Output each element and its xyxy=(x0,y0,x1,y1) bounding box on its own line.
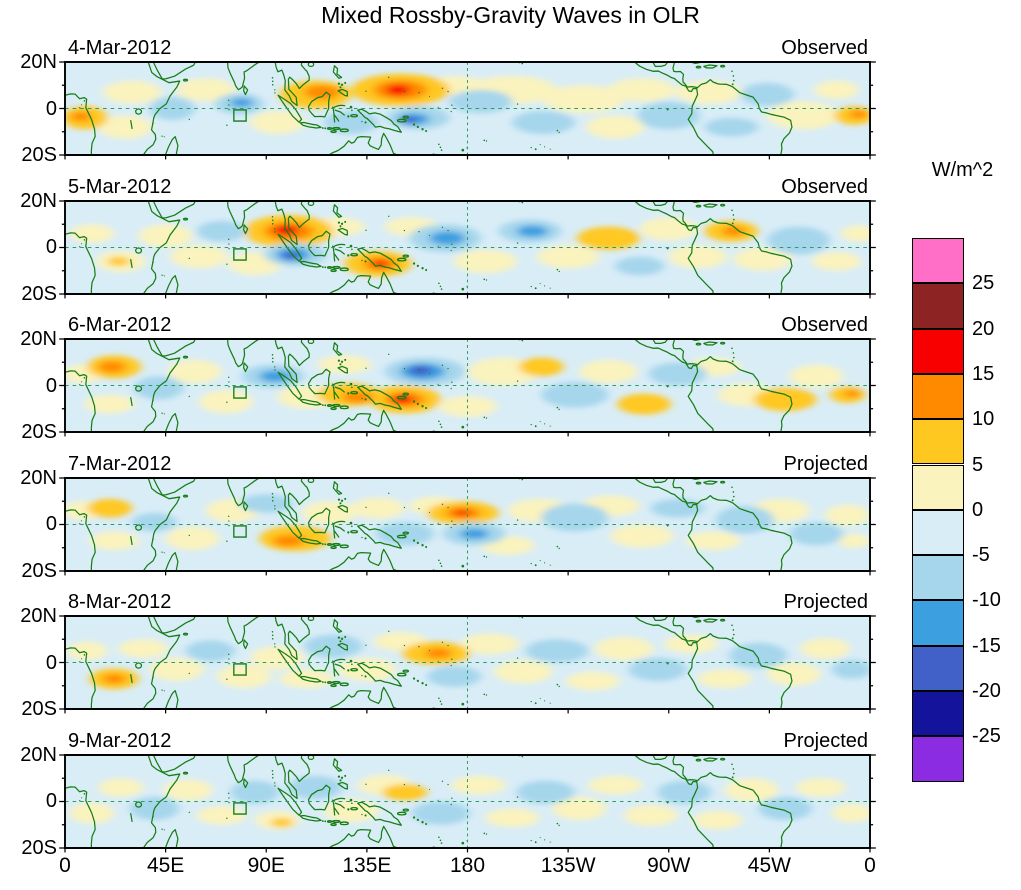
y-tick-label: 0 xyxy=(45,790,57,812)
y-tick-label: 20S xyxy=(21,836,57,859)
colorbar xyxy=(912,238,964,784)
x-tick-label: 135W xyxy=(540,853,596,877)
colorbar-cell-7 xyxy=(912,555,964,601)
panel-source-label: Projected xyxy=(783,729,869,752)
panel-source-label: Observed xyxy=(781,314,868,336)
panel-date-label: 4-Mar-2012 xyxy=(68,37,172,59)
x-tick-label: 180 xyxy=(449,853,486,877)
y-tick-label: 20S xyxy=(21,144,57,166)
x-tick-label: 45W xyxy=(747,853,791,877)
colorbar-cell-11 xyxy=(912,736,964,782)
panel-source-label: Observed xyxy=(781,37,868,59)
map-panel-3 xyxy=(59,338,876,437)
colorbar-cell-0 xyxy=(912,238,964,284)
x-tick-label: 0 xyxy=(59,853,71,877)
colorbar-cell-5 xyxy=(912,464,964,510)
y-tick-label: 20S xyxy=(21,559,57,582)
panel-date-label: 5-Mar-2012 xyxy=(68,175,172,198)
colorbar-cell-9 xyxy=(912,645,964,691)
colorbar-tick-label: -25 xyxy=(972,725,1001,748)
map-panel-6 xyxy=(59,753,876,852)
colorbar-cell-2 xyxy=(912,328,964,374)
panel-date-label: 6-Mar-2012 xyxy=(68,314,172,336)
y-tick-label: 0 xyxy=(45,513,57,535)
y-tick-label: 20S xyxy=(21,282,57,305)
map-canvas xyxy=(59,476,876,575)
y-tick-label: 0 xyxy=(45,97,57,120)
colorbar-tick-label: -15 xyxy=(972,634,1001,657)
colorbar-tick-label: 15 xyxy=(972,362,995,385)
map-canvas xyxy=(59,753,876,852)
y-tick-label: 20S xyxy=(21,698,57,720)
map-canvas xyxy=(59,338,876,437)
y-tick-label: 20N xyxy=(20,189,57,212)
y-tick-label: 0 xyxy=(45,236,57,258)
map-panel-4 xyxy=(59,476,876,575)
colorbar-cell-10 xyxy=(912,691,964,737)
y-tick-label: 20N xyxy=(20,605,57,627)
map-panel-1 xyxy=(59,61,876,160)
panel-source-label: Projected xyxy=(783,452,869,475)
y-tick-label: 0 xyxy=(45,374,57,397)
x-tick-label: 90W xyxy=(647,853,691,877)
chart-title: Mixed Rossby-Gravity Waves in OLR xyxy=(321,2,700,28)
map-canvas xyxy=(59,199,876,298)
colorbar-tick-label: 5 xyxy=(972,453,984,476)
x-tick-label: 135E xyxy=(342,853,392,877)
colorbar-cell-3 xyxy=(912,373,964,420)
colorbar-tick-label: -20 xyxy=(972,680,1001,702)
colorbar-tick-label: 10 xyxy=(972,408,995,431)
colorbar-units: W/m^2 xyxy=(931,159,994,181)
panel-source-label: Observed xyxy=(781,175,868,198)
colorbar-tick-label: 25 xyxy=(972,272,995,295)
y-tick-label: 20S xyxy=(21,421,57,443)
x-tick-label: 90E xyxy=(247,853,285,877)
colorbar-cell-1 xyxy=(912,283,964,329)
panel-source-label: Projected xyxy=(783,591,869,613)
panel-date-label: 8-Mar-2012 xyxy=(68,591,172,613)
panel-date-label: 9-Mar-2012 xyxy=(68,729,172,752)
colorbar-tick-label: -10 xyxy=(972,589,1001,612)
colorbar-cell-4 xyxy=(912,419,964,465)
panel-date-label: 7-Mar-2012 xyxy=(68,452,172,475)
y-tick-label: 20N xyxy=(20,743,57,766)
y-tick-label: 20N xyxy=(20,328,57,350)
y-tick-label: 0 xyxy=(45,651,57,674)
colorbar-tick-label: -5 xyxy=(972,544,990,567)
x-tick-label: 0 xyxy=(864,853,876,877)
colorbar-cell-6 xyxy=(912,509,964,556)
x-tick-label: 45E xyxy=(146,853,185,877)
y-tick-label: 20N xyxy=(20,466,57,489)
y-tick-label: 20N xyxy=(20,51,57,73)
map-canvas xyxy=(59,615,876,714)
colorbar-tick-label: 0 xyxy=(972,498,984,521)
colorbar-cell-8 xyxy=(912,600,964,646)
map-panel-2 xyxy=(59,199,876,298)
map-panel-5 xyxy=(59,615,876,714)
map-canvas xyxy=(59,61,876,160)
colorbar-tick-label: 20 xyxy=(972,317,995,340)
